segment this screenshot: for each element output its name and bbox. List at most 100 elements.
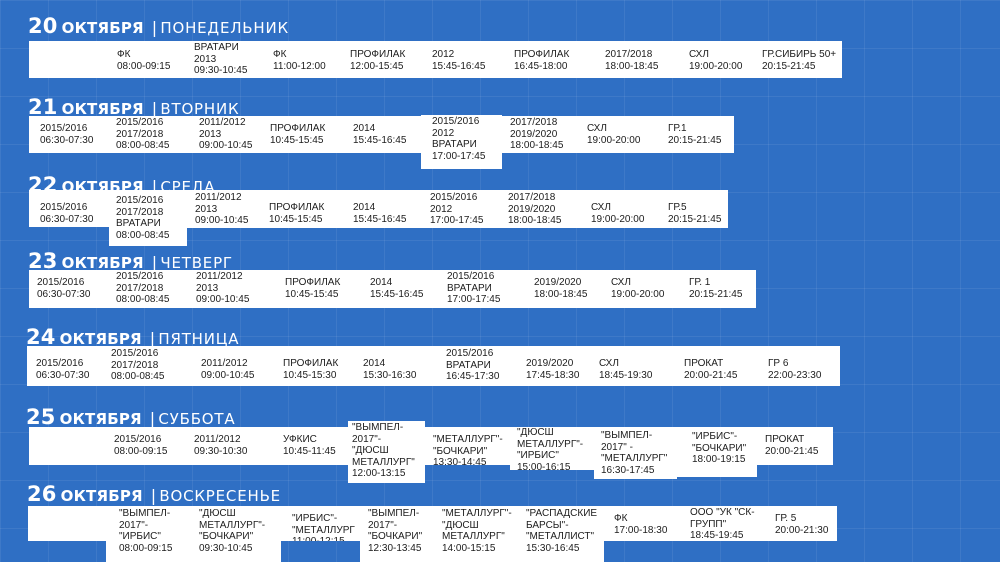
slot-text: 2011/2012 09:30-10:30	[194, 434, 248, 457]
slot-text: 2011/2012 09:00-10:45	[201, 358, 255, 381]
schedule-slot[interactable]: 2011/2012 09:30-10:30	[186, 427, 272, 465]
slot-text: 2015/2016 06:30-07:30	[37, 277, 91, 300]
schedule-slot[interactable]: ФК 08:00-09:15	[108, 41, 187, 78]
slot-text: "ИРБИС"- "БОЧКАРИ" 18:00-19:15	[692, 431, 747, 465]
schedule-slot[interactable]: 2017/2018 2019/2020 18:00-18:45	[502, 116, 579, 153]
schedule-slot[interactable]: 2015/2016 ВРАТАРИ 16:45-17:30	[437, 346, 518, 386]
schedule-slot[interactable]: ПРОФИЛАК 10:45-15:30	[276, 346, 357, 386]
schedule-slot[interactable]: 2015/2016 ВРАТАРИ 17:00-17:45	[437, 270, 520, 308]
slot-text: 2012 15:45-16:45	[432, 49, 486, 72]
schedule-slot[interactable]: "ДЮСШ МЕТАЛЛУРГ"- "ИРБИС" 15:00-16:15	[510, 427, 594, 470]
schedule-slot[interactable]: СХЛ 19:00-20:00	[579, 190, 658, 228]
slot-text: СХЛ 18:45-19:30	[599, 358, 653, 381]
schedule-slot[interactable]: "РАСПАДСКИЕ БАРСЫ"- "МЕТАЛЛИСТ" 15:30-16…	[519, 506, 604, 562]
slot-text: 2017/2018 18:00-18:45	[605, 49, 659, 72]
schedule-slot[interactable]: 2015/2016 2017/2018 08:00-08:45	[104, 346, 180, 386]
schedule-slot[interactable]: "ВЫМПЕЛ- 2017" - "МЕТАЛЛУРГ" 16:30-17:45	[594, 427, 677, 479]
schedule-slot[interactable]: 2011/2012 2013 09:00-10:45	[187, 190, 263, 228]
schedule-slot[interactable]	[29, 427, 109, 465]
slot-text: "МЕТАЛЛУРГ"- "БОЧКАРИ" 13:30-14:45	[433, 434, 503, 465]
slot-text: ФК 08:00-09:15	[117, 49, 171, 72]
schedule-slot[interactable]: 2015/2016 06:30-07:30	[27, 346, 104, 386]
schedule-slot[interactable]: "ВЫМПЕЛ- 2017"- "БОЧКАРИ" 12:30-13:45	[360, 506, 437, 562]
weekday-label: ЧЕТВЕРГ	[160, 254, 233, 272]
month-label: ОКТЯБРЯ	[61, 254, 144, 272]
schedule-slot[interactable]: 2012 15:45-16:45	[424, 41, 506, 78]
weekday-label: СУББОТА	[158, 410, 236, 428]
schedule-slot[interactable]: 2011/2012 2013 09:00-10:45	[191, 116, 262, 153]
schedule-slot[interactable]: ФК 11:00-12:00	[265, 41, 342, 78]
schedule-slot[interactable]: ПРОФИЛАК 12:00-15:45	[342, 41, 424, 78]
schedule-slot[interactable]: 2015/2016 2012 17:00-17:45	[421, 190, 500, 228]
day-title: 21 ОКТЯБРЯ | ВТОРНИК	[28, 95, 239, 119]
schedule-slot[interactable]: ПРОФИЛАК 10:45-15:45	[262, 116, 343, 153]
schedule-slot[interactable]: ФК 17:00-18:30	[604, 506, 684, 541]
schedule-slot[interactable]: 2015/2016 06:30-07:30	[29, 190, 109, 227]
schedule-slot[interactable]: 2011/2012 2013 09:00-10:45	[188, 270, 272, 308]
schedule-slot[interactable]: 2015/2016 2017/2018 08:00-08:45	[109, 116, 191, 153]
schedule-slot[interactable]: 2015/2016 2012 ВРАТАРИ 17:00-17:45	[421, 115, 502, 169]
title-separator: |	[151, 177, 158, 196]
day-number: 20	[28, 14, 58, 38]
slot-text: ГР.5 20:15-21:45	[668, 202, 722, 225]
slot-text: ВРАТАРИ 2013 09:30-10:45	[194, 42, 248, 76]
schedule-slot[interactable]: СХЛ 18:45-19:30	[592, 346, 675, 386]
schedule-slot[interactable]: ГР 6 22:00-23:30	[757, 346, 840, 386]
schedule-slot[interactable]: 2015/2016 2017/2018 08:00-08:45	[109, 270, 188, 308]
schedule-slot[interactable]: ПРОКАТ 20:00-21:45	[675, 346, 757, 386]
schedule-slot[interactable]: ООО "УК "СК- ГРУПП" 18:45-19:45	[684, 506, 766, 541]
schedule-slot[interactable]: 2017/2018 2019/2020 18:00-18:45	[500, 190, 579, 228]
schedule-slot[interactable]: 2014 15:45-16:45	[343, 116, 421, 153]
schedule-slot[interactable]: 2015/2016 08:00-09:15	[109, 427, 186, 465]
month-label: ОКТЯБРЯ	[59, 410, 142, 428]
schedule-slot[interactable]: ПРОФИЛАК 10:45-15:45	[263, 190, 343, 228]
schedule-slot[interactable]: СХЛ 19:00-20:00	[579, 116, 656, 153]
slot-text: 2011/2012 2013 09:00-10:45	[199, 117, 253, 151]
schedule-slot[interactable]: СХЛ 19:00-20:00	[681, 41, 758, 78]
schedule-slot[interactable]: "МЕТАЛЛУРГ"- "БОЧКАРИ" 13:30-14:45	[425, 427, 510, 465]
slot-text: 2015/2016 2017/2018 08:00-08:45	[116, 117, 170, 151]
schedule-slot[interactable]	[28, 506, 106, 541]
schedule-slot[interactable]: 2011/2012 09:00-10:45	[180, 346, 276, 386]
day-title: 25 ОКТЯБРЯ | СУББОТА	[26, 405, 235, 429]
schedule-slot[interactable]: 2019/2020 17:45-18:30	[518, 346, 592, 386]
schedule-slot[interactable]: ВРАТАРИ 2013 09:30-10:45	[187, 41, 265, 78]
schedule-slot[interactable]: "МЕТАЛЛУРГ"- "ДЮСШ МЕТАЛЛУРГ" 14:00-15:1…	[437, 506, 519, 562]
schedule-slot[interactable]: 2019/2020 18:00-18:45	[520, 270, 599, 308]
schedule-slot[interactable]: ПРОКАТ 20:00-21:45	[757, 427, 833, 465]
slot-text: 2017/2018 2019/2020 18:00-18:45	[508, 192, 562, 226]
schedule-slot[interactable]: ПРОФИЛАК 10:45-15:45	[272, 270, 358, 308]
schedule-slot[interactable]: 2015/2016 06:30-07:30	[29, 116, 109, 153]
schedule-slot[interactable]: 2015/2016 2017/2018 ВРАТАРИ 08:00-08:45	[109, 190, 187, 246]
slot-text: "ДЮСШ МЕТАЛЛУРГ"- "ИРБИС" 15:00-16:15	[517, 427, 584, 470]
schedule-slot[interactable]: "ИРБИС"- "БОЧКАРИ" 18:00-19:15	[677, 427, 757, 477]
schedule-slot[interactable]: "ИРБИС"- "МЕТАЛЛУРГ 11:00-12:15	[281, 506, 360, 541]
slot-text: "РАСПАДСКИЕ БАРСЫ"- "МЕТАЛЛИСТ" 15:30-16…	[526, 508, 598, 554]
month-label: ОКТЯБРЯ	[60, 487, 143, 505]
schedule-slot[interactable]: 2015/2016 06:30-07:30	[29, 270, 109, 308]
schedule-slot[interactable]: ГР.5 20:15-21:45	[658, 190, 728, 228]
schedule-slot[interactable]: ГР. 5 20:00-21:30	[766, 506, 837, 541]
slot-text: ПРОФИЛАК 10:45-15:30	[283, 358, 339, 381]
slot-text: 2015/2016 2017/2018 ВРАТАРИ 08:00-08:45	[116, 195, 170, 241]
slot-text: ПРОФИЛАК 10:45-15:45	[269, 202, 325, 225]
day-number: 25	[26, 405, 56, 429]
schedule-slot[interactable]: 2017/2018 18:00-18:45	[597, 41, 681, 78]
schedule-slot[interactable]: ГР.СИБИРЬ 50+ 20:15-21:45	[758, 41, 842, 78]
schedule-slot[interactable]: 2014 15:45-16:45	[343, 190, 421, 228]
day-title: 20 ОКТЯБРЯ | ПОНЕДЕЛЬНИК	[28, 14, 289, 38]
schedule-slot[interactable]: "ДЮСШ МЕТАЛЛУРГ"- "БОЧКАРИ" 09:30-10:45	[191, 506, 281, 562]
schedule-slot[interactable]: 2014 15:45-16:45	[358, 270, 437, 308]
slot-text: 2015/2016 06:30-07:30	[40, 123, 94, 146]
schedule-slot[interactable]: ГР. 1 20:15-21:45	[675, 270, 756, 308]
schedule-slot[interactable]: ПРОФИЛАК 16:45-18:00	[506, 41, 597, 78]
schedule-slot[interactable]	[29, 41, 108, 78]
schedule-slot[interactable]: "ВЫМПЕЛ- 2017"- "ДЮСШ МЕТАЛЛУРГ" 12:00-1…	[348, 421, 425, 483]
schedule-slot[interactable]: "ВЫМПЕЛ- 2017"- "ИРБИС" 08:00-09:15	[106, 506, 191, 562]
schedule-slot[interactable]: УФКИС 10:45-11:45	[272, 427, 348, 465]
schedule-slot[interactable]: 2014 15:30-16:30	[357, 346, 437, 386]
slot-text: СХЛ 19:00-20:00	[611, 277, 665, 300]
schedule-slot[interactable]: СХЛ 19:00-20:00	[599, 270, 675, 308]
slot-text: ГР.СИБИРЬ 50+ 20:15-21:45	[762, 49, 837, 72]
schedule-slot[interactable]: ГР.1 20:15-21:45	[656, 116, 734, 153]
